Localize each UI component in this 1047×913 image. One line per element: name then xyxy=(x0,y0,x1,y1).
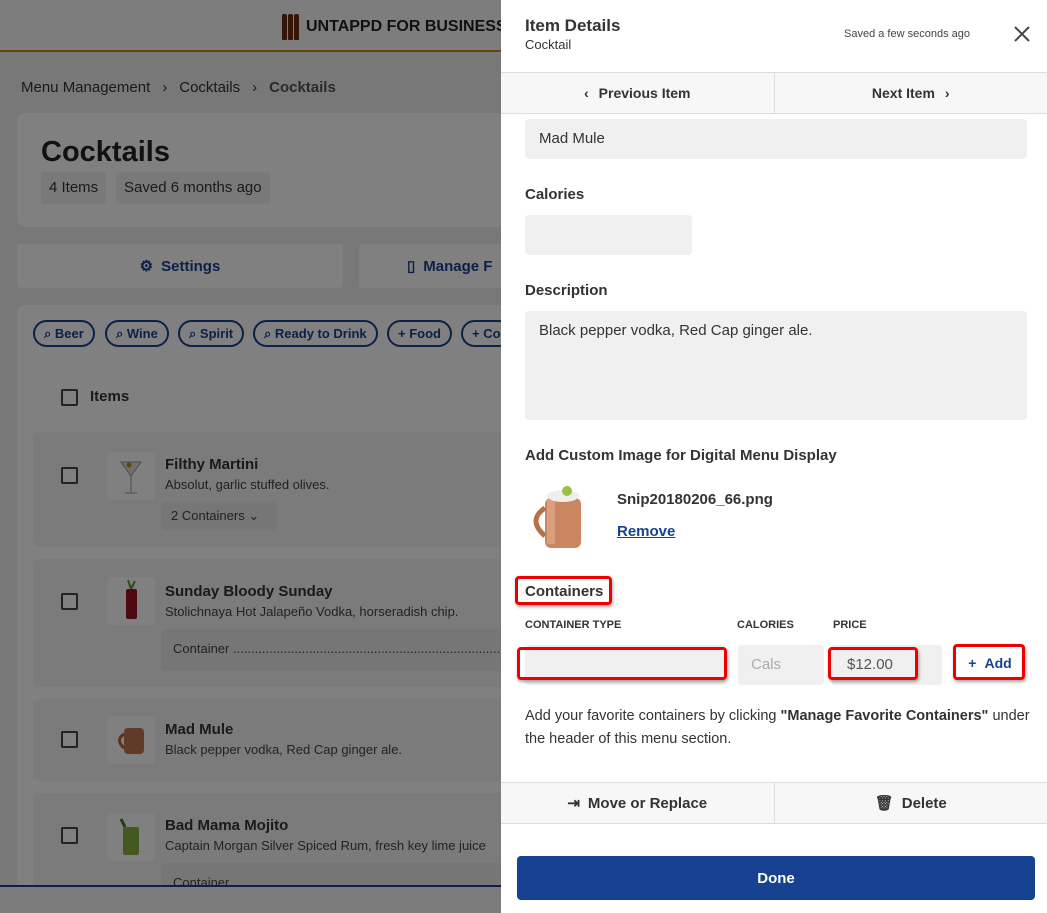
containers-label: Containers xyxy=(525,583,604,600)
done-button[interactable]: Done xyxy=(517,856,1035,900)
move-icon: ⇥ xyxy=(567,795,580,812)
item-details-panel: Item Details Cocktail Saved a few second… xyxy=(501,0,1047,913)
manage-label: Manage F xyxy=(423,257,493,275)
list-item[interactable]: Sunday Bloody Sunday Stolichnaya Hot Jal… xyxy=(33,559,501,687)
containers-dropdown[interactable]: 2 Containers ⌄ xyxy=(161,502,277,530)
item-name: Mad Mule xyxy=(165,721,234,738)
breadcrumb-menu-management[interactable]: Menu Management xyxy=(21,79,151,96)
containers-help-text: Add your favorite containers by clicking… xyxy=(525,708,1030,747)
next-item-button[interactable]: Next Item › xyxy=(871,85,950,101)
select-all-checkbox[interactable] xyxy=(61,389,78,406)
manage-containers-button[interactable]: ▯ Manage F xyxy=(359,244,501,288)
container-calories-input[interactable]: Cals xyxy=(738,645,824,685)
menu-page-dimmed: UNTAPPD FOR BUSINESS Menu Management › Co… xyxy=(0,0,501,913)
chip-ready-to-drink[interactable]: ⌕ Ready to Drink xyxy=(253,320,378,347)
brand-name: UNTAPPD FOR BUSINESS xyxy=(306,18,501,35)
item-checkbox[interactable] xyxy=(61,827,78,844)
list-item[interactable]: Filthy Martini Absolut, garlic stuffed o… xyxy=(33,432,501,547)
chip-spirit[interactable]: ⌕ Spirit xyxy=(178,320,245,347)
cup-icon: ▯ xyxy=(407,258,416,275)
breadcrumb-current: Cocktails xyxy=(269,79,336,96)
item-image xyxy=(525,480,597,556)
chip-more[interactable]: + Co xyxy=(461,320,501,347)
previous-item-button[interactable]: ‹ Previous Item xyxy=(501,73,775,113)
calories-input[interactable] xyxy=(525,215,692,255)
item-description: Stolichnaya Hot Jalapeño Vodka, horserad… xyxy=(165,604,459,619)
item-checkbox[interactable] xyxy=(61,467,78,484)
chevron-left-icon: ‹ xyxy=(584,85,589,101)
calories-header: CALORIES xyxy=(737,619,794,631)
close-icon[interactable] xyxy=(1013,25,1031,43)
item-thumbnail xyxy=(107,813,155,861)
image-filename: Snip20180206_66.png xyxy=(617,491,773,508)
item-name: Bad Mama Mojito xyxy=(165,817,289,834)
remove-image-link[interactable]: Remove xyxy=(617,523,676,540)
chip-food[interactable]: + Food xyxy=(387,320,452,347)
breadcrumb-cocktails-menu[interactable]: Cocktails xyxy=(179,79,241,96)
panel-title: Item Details xyxy=(525,16,621,35)
description-textarea[interactable]: Black pepper vodka, Red Cap ginger ale. xyxy=(525,311,1027,420)
item-thumbnail xyxy=(107,716,155,764)
items-header: Items xyxy=(90,388,130,405)
price-header: PRICE xyxy=(833,619,867,631)
trash-icon: 🗑 xyxy=(874,795,894,812)
delete-button[interactable]: 🗑 Delete xyxy=(874,794,947,813)
add-container-button[interactable]: + Add xyxy=(968,655,1012,671)
item-name: Filthy Martini xyxy=(165,456,259,473)
highlight-box xyxy=(517,647,727,680)
chevron-right-icon: › xyxy=(944,85,950,101)
description-label: Description xyxy=(525,282,608,299)
list-item[interactable]: Mad Mule Black pepper vodka, Red Cap gin… xyxy=(33,699,501,781)
item-checkbox[interactable] xyxy=(61,731,78,748)
item-name: Sunday Bloody Sunday xyxy=(165,583,333,600)
settings-button[interactable]: ⚙ Settings xyxy=(17,244,343,288)
highlight-box xyxy=(953,644,1025,680)
panel-subtitle: Cocktail xyxy=(525,37,572,52)
container-row: Container ..............................… xyxy=(161,629,501,671)
item-description: Absolut, garlic stuffed olives. xyxy=(165,477,330,492)
page-title: Cocktails xyxy=(41,136,170,168)
chevron-down-icon: ⌄ xyxy=(248,508,260,523)
bottom-bar xyxy=(0,885,501,913)
item-count-badge: 4 Items xyxy=(41,172,107,204)
item-thumbnail xyxy=(107,577,155,625)
chevron-right-icon: › xyxy=(252,79,258,96)
item-name-input[interactable]: Mad Mule xyxy=(525,119,1027,159)
breadcrumb: Menu Management › Cocktails › Cocktails xyxy=(21,79,336,96)
section-header-card xyxy=(17,113,501,227)
calories-label: Calories xyxy=(525,186,585,203)
item-description: Black pepper vodka, Red Cap ginger ale. xyxy=(165,742,403,757)
item-thumbnail xyxy=(107,452,155,500)
item-navigation: ‹ Previous Item Next Item › xyxy=(501,72,1047,114)
chip-wine[interactable]: ⌕ Wine xyxy=(105,320,169,347)
top-bar: UNTAPPD FOR BUSINESS xyxy=(0,0,501,52)
move-or-replace-button[interactable]: ⇥ Move or Replace xyxy=(501,783,775,823)
highlight-box xyxy=(515,576,612,605)
container-type-header: CONTAINER TYPE xyxy=(525,619,622,631)
chevron-right-icon: › xyxy=(162,79,168,96)
panel-footer-actions: ⇥ Move or Replace 🗑 Delete xyxy=(501,782,1047,824)
item-description: Captain Morgan Silver Spiced Rum, fresh … xyxy=(165,838,486,853)
save-status: Saved a few seconds ago xyxy=(844,28,970,40)
highlight-box xyxy=(828,647,918,680)
plus-icon: + xyxy=(968,655,977,671)
item-checkbox[interactable] xyxy=(61,593,78,610)
settings-label: Settings xyxy=(161,257,221,275)
custom-image-label: Add Custom Image for Digital Menu Displa… xyxy=(525,447,837,464)
bottles-icon xyxy=(282,14,300,40)
chip-beer[interactable]: ⌕ Beer xyxy=(33,320,95,347)
brand-logo[interactable]: UNTAPPD FOR BUSINESS xyxy=(282,14,501,40)
gear-icon: ⚙ xyxy=(139,258,154,275)
saved-status-badge: Saved 6 months ago xyxy=(116,172,270,204)
